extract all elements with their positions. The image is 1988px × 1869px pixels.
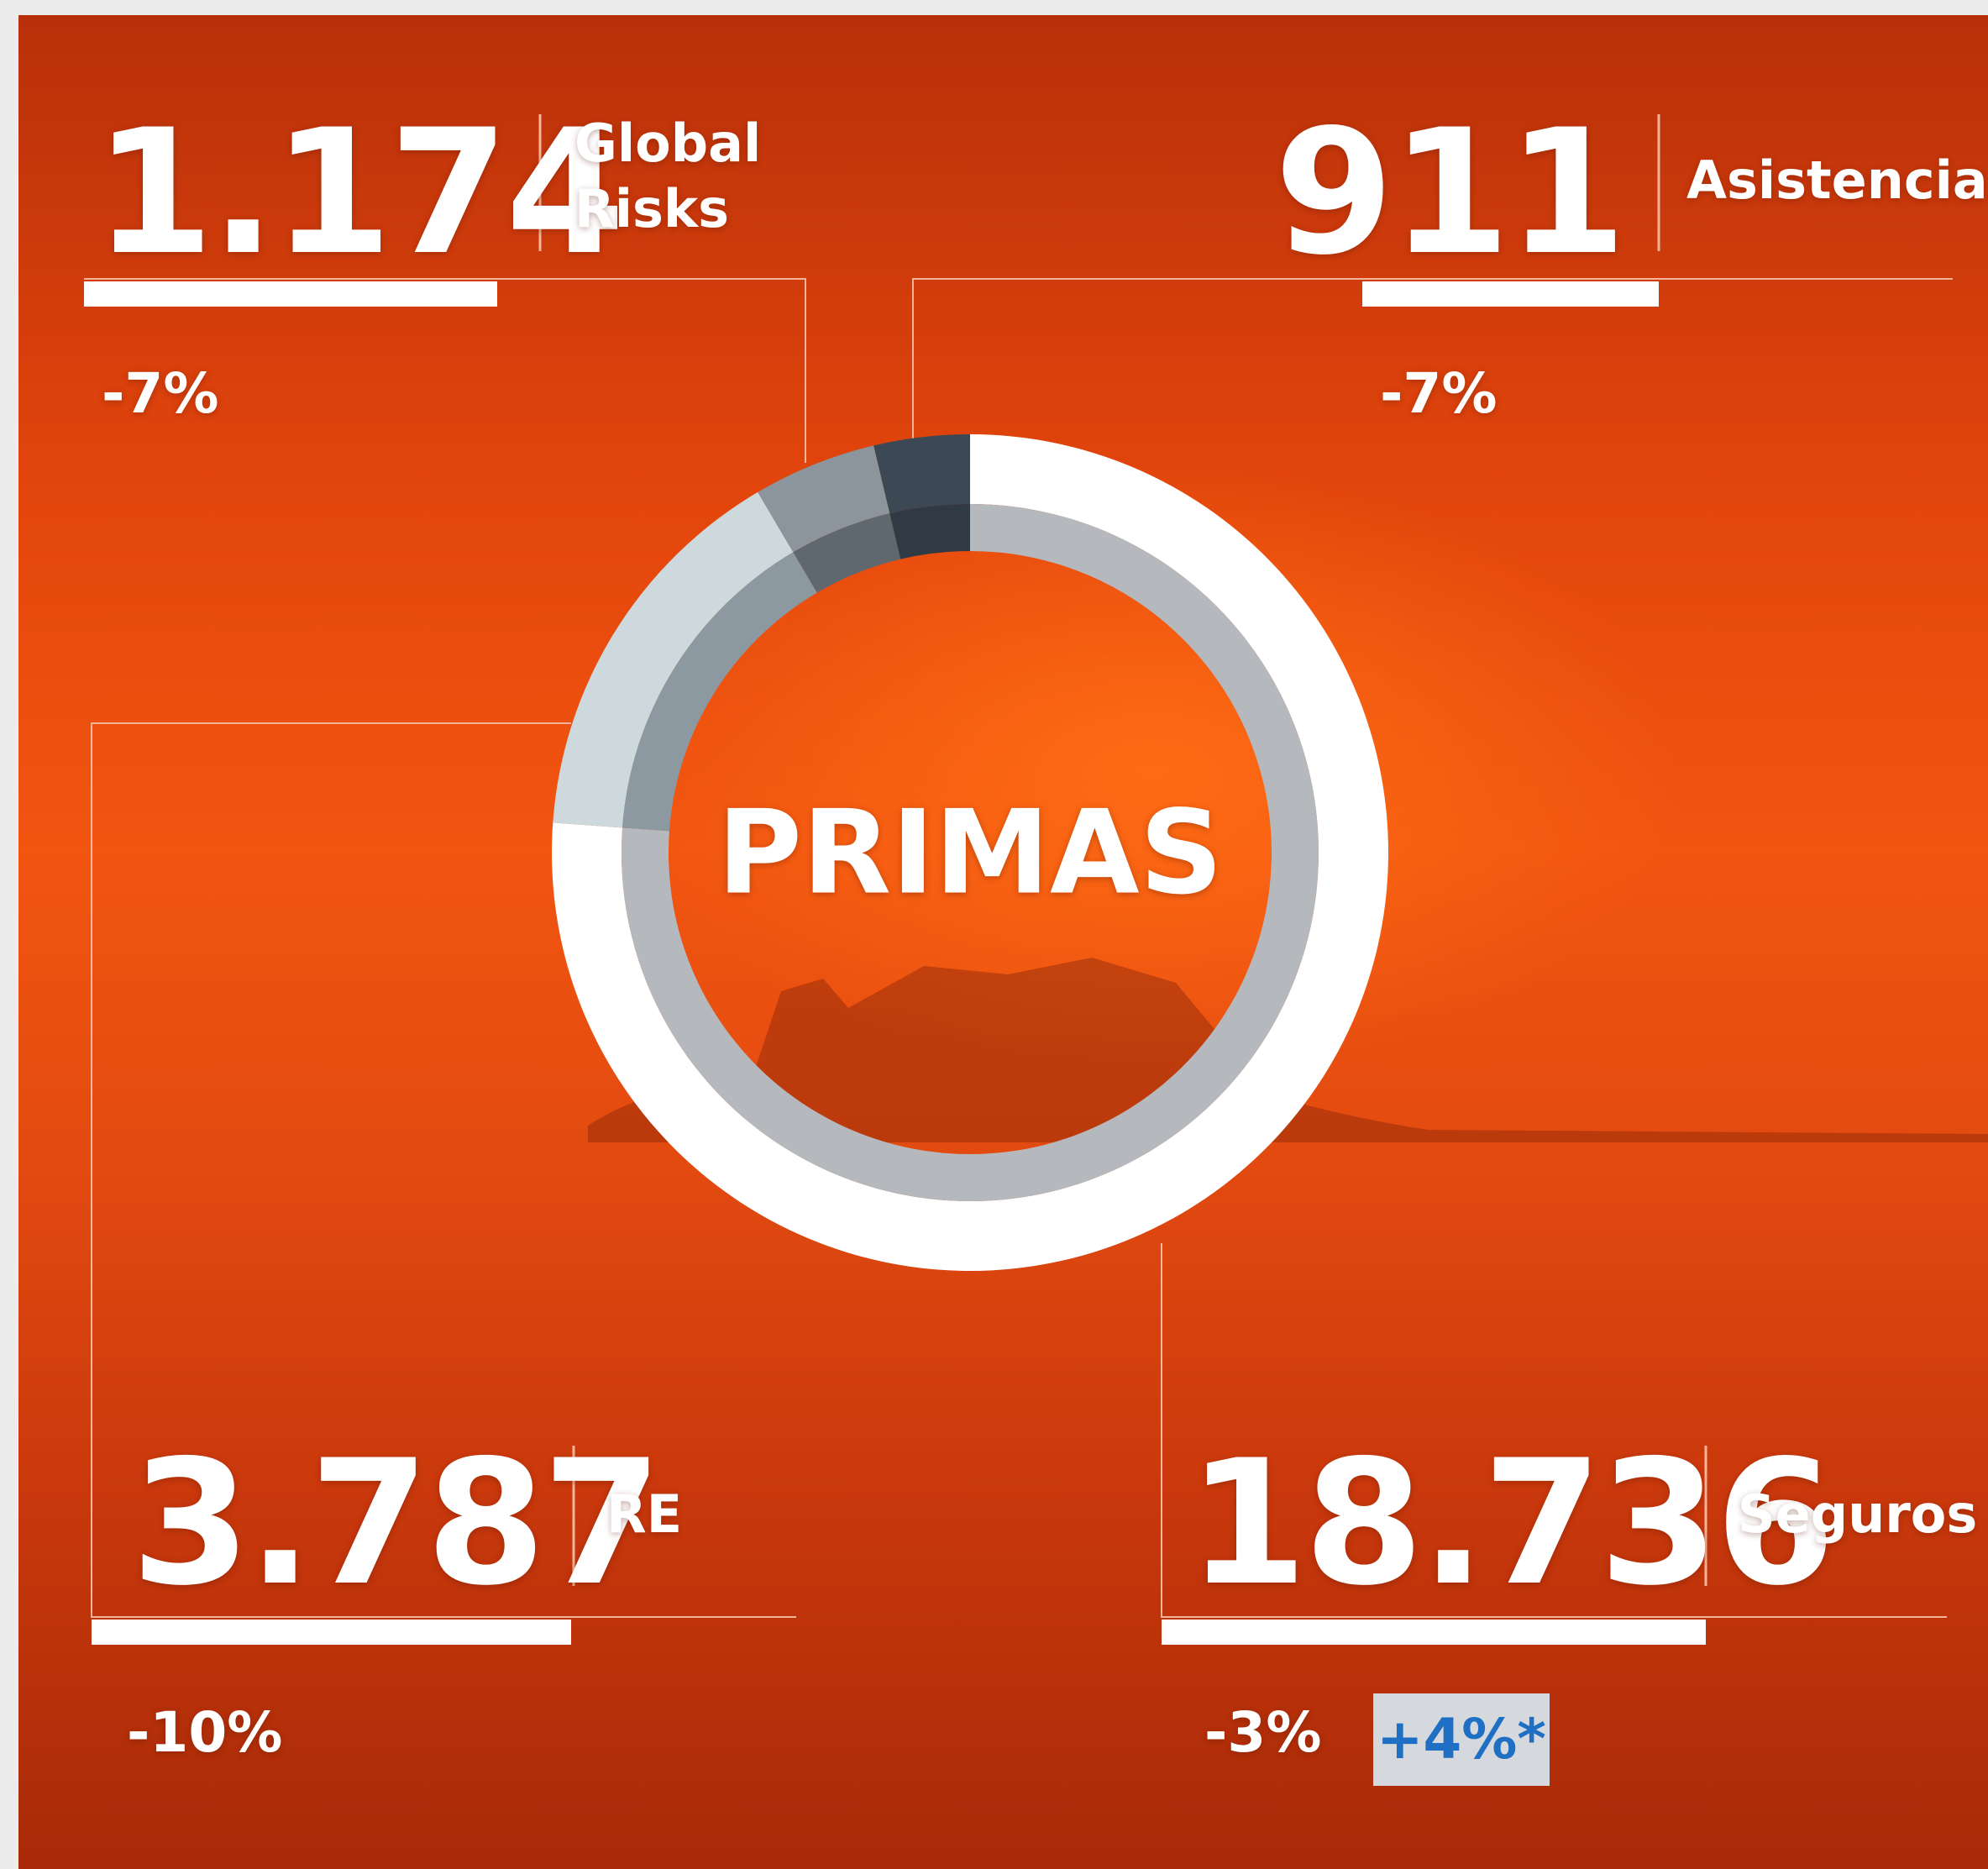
change-label: -7% xyxy=(102,361,219,426)
category-label: Seguros xyxy=(1738,1483,1978,1545)
donut xyxy=(552,434,1388,1272)
adjusted-box xyxy=(1373,1693,1550,1786)
category-label: RE xyxy=(606,1483,683,1545)
value-label: 18.736 xyxy=(1188,1424,1835,1624)
value-label: 1.174 xyxy=(94,93,625,293)
value-label: 3.787 xyxy=(131,1424,662,1624)
category-label: Global Risks xyxy=(574,113,762,239)
donut-segment xyxy=(758,445,890,553)
donut-segment xyxy=(553,491,794,828)
connector-lines xyxy=(84,278,1953,1618)
donut-segment-inner xyxy=(622,552,817,832)
donut-segment xyxy=(873,434,970,514)
change-label: -3% xyxy=(1204,1700,1322,1765)
adjusted-change: +4%* xyxy=(1377,1707,1546,1772)
background xyxy=(18,15,1988,1869)
island xyxy=(588,958,1988,1142)
chart-title: PRIMAS xyxy=(716,785,1224,921)
category-label: Asistencia xyxy=(1686,150,1988,211)
donut-segment-inner xyxy=(793,513,901,593)
value-label: 911 xyxy=(1274,93,1627,293)
change-label: -7% xyxy=(1380,361,1498,426)
underline-bars xyxy=(84,281,1706,1645)
dividers xyxy=(538,114,1707,1586)
donut-segment-inner xyxy=(889,504,970,559)
change-label: -10% xyxy=(127,1700,283,1765)
